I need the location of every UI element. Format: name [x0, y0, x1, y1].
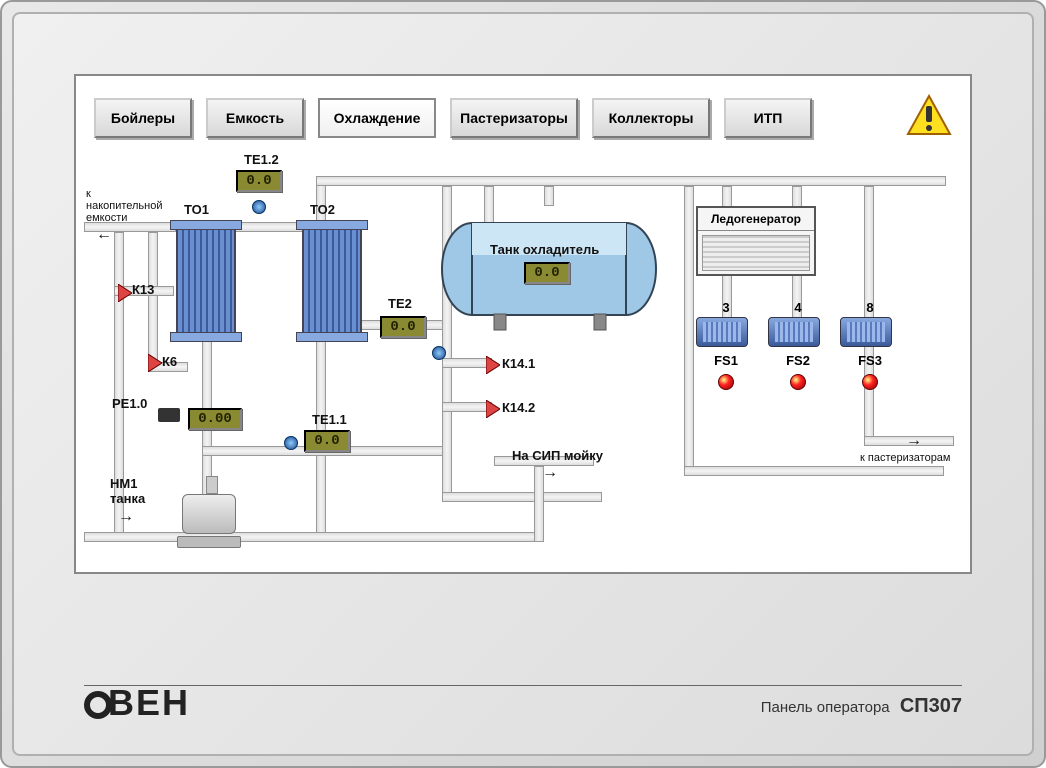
panel-prefix: Панель оператора [761, 699, 890, 716]
hmi-bezel: Бойлеры Емкость Охлаждение Пастеризаторы… [12, 12, 1034, 756]
label-to1: ТО1 [184, 202, 209, 217]
label-to-past: к пастеризаторам [860, 452, 951, 464]
label-to-cip: На СИП мойку [512, 448, 603, 463]
alarm-icon[interactable] [906, 94, 952, 141]
flow-switch-label: FS1 [696, 353, 756, 368]
pump-hm1[interactable] [182, 476, 241, 548]
label-te11: TE1.1 [312, 412, 347, 427]
nav-boilers-button[interactable]: Бойлеры [94, 98, 192, 138]
label-to2: ТО2 [310, 202, 335, 217]
pipe [148, 232, 158, 362]
nav-cooling-button[interactable]: Охлаждение [318, 98, 436, 138]
label-pe10: PE1.0 [112, 396, 147, 411]
nav-tank-button[interactable]: Емкость [206, 98, 304, 138]
flow-switch-label: FS2 [768, 353, 828, 368]
label-hm1: НМ1 танка [110, 476, 145, 506]
label-k141: К14.1 [502, 356, 535, 371]
label-to-storage: к накопительной емкости [86, 188, 163, 224]
arrow-icon: → [118, 508, 134, 526]
arrow-icon: ← [96, 226, 112, 244]
arrow-icon: → [906, 432, 922, 450]
nav-pasteurizers-button[interactable]: Пастеризаторы [450, 98, 578, 138]
ice-generator-grille [702, 235, 810, 271]
brand-text: ВЕН [108, 682, 190, 723]
pipe [84, 532, 544, 542]
status-led-icon [718, 374, 734, 390]
hmi-device-frame: Бойлеры Емкость Охлаждение Пастеризаторы… [0, 0, 1046, 768]
readout-te12[interactable]: 0.0 [236, 170, 282, 192]
pump-number: 8 [840, 300, 900, 315]
pipe [544, 186, 554, 206]
cooling-tank[interactable]: Танк охладитель 0.0 [434, 214, 664, 339]
label-k142: К14.2 [502, 400, 535, 415]
label-k6: К6 [162, 354, 177, 369]
pipe [684, 186, 694, 476]
divider [84, 685, 962, 686]
valve-k6-icon[interactable] [148, 354, 162, 372]
arrow-icon: → [542, 464, 558, 482]
nav-collectors-button[interactable]: Коллекторы [592, 98, 710, 138]
pipe [442, 492, 602, 502]
pump-4[interactable]: 4 FS2 [768, 300, 828, 390]
pump-3[interactable]: 3 FS1 [696, 300, 756, 390]
brand-logo: ВЕН [84, 682, 190, 724]
ice-generator-title: Ледогенератор [698, 208, 814, 231]
nav-bar: Бойлеры Емкость Охлаждение Пастеризаторы… [94, 94, 952, 141]
cooling-mimic: к накопительной емкости ← ТО1 ТО2 TE1.2 … [84, 146, 962, 564]
hmi-screen: Бойлеры Емкость Охлаждение Пастеризаторы… [74, 74, 972, 574]
tank-title: Танк охладитель [490, 242, 599, 257]
status-led-icon [862, 374, 878, 390]
readout-te2[interactable]: 0.0 [380, 316, 426, 338]
panel-model-label: Панель оператора СП307 [761, 695, 962, 718]
pipe [316, 176, 946, 186]
pipe [442, 358, 492, 368]
readout-te11[interactable]: 0.0 [304, 430, 350, 452]
heat-exchanger-to2[interactable] [302, 226, 362, 336]
pump-number: 3 [696, 300, 756, 315]
pump-8[interactable]: 8 FS3 [840, 300, 900, 390]
pressure-sensor-icon [158, 408, 180, 422]
heat-exchanger-to1[interactable] [176, 226, 236, 336]
readout-pe10[interactable]: 0.00 [188, 408, 242, 430]
pipe [684, 466, 944, 476]
valve-k13-icon[interactable] [118, 284, 132, 302]
sensor-te12-icon [252, 200, 266, 214]
valve-k142-icon[interactable] [486, 400, 500, 418]
sensor-te11-icon [284, 436, 298, 450]
status-led-icon [790, 374, 806, 390]
label-k13: К13 [132, 282, 154, 297]
label-te12: TE1.2 [244, 152, 279, 167]
pipe [442, 402, 492, 412]
motor-icon [768, 317, 820, 347]
motor-icon [696, 317, 748, 347]
flow-switch-label: FS3 [840, 353, 900, 368]
label-te2: TE2 [388, 296, 412, 311]
motor-icon [840, 317, 892, 347]
nav-itp-button[interactable]: ИТП [724, 98, 812, 138]
readout-tank[interactable]: 0.0 [524, 262, 570, 284]
valve-k141-icon[interactable] [486, 356, 500, 374]
pump-number: 4 [768, 300, 828, 315]
panel-model: СП307 [900, 695, 962, 717]
ice-generator[interactable]: Ледогенератор [696, 206, 816, 276]
sensor-te2-icon [432, 346, 446, 360]
